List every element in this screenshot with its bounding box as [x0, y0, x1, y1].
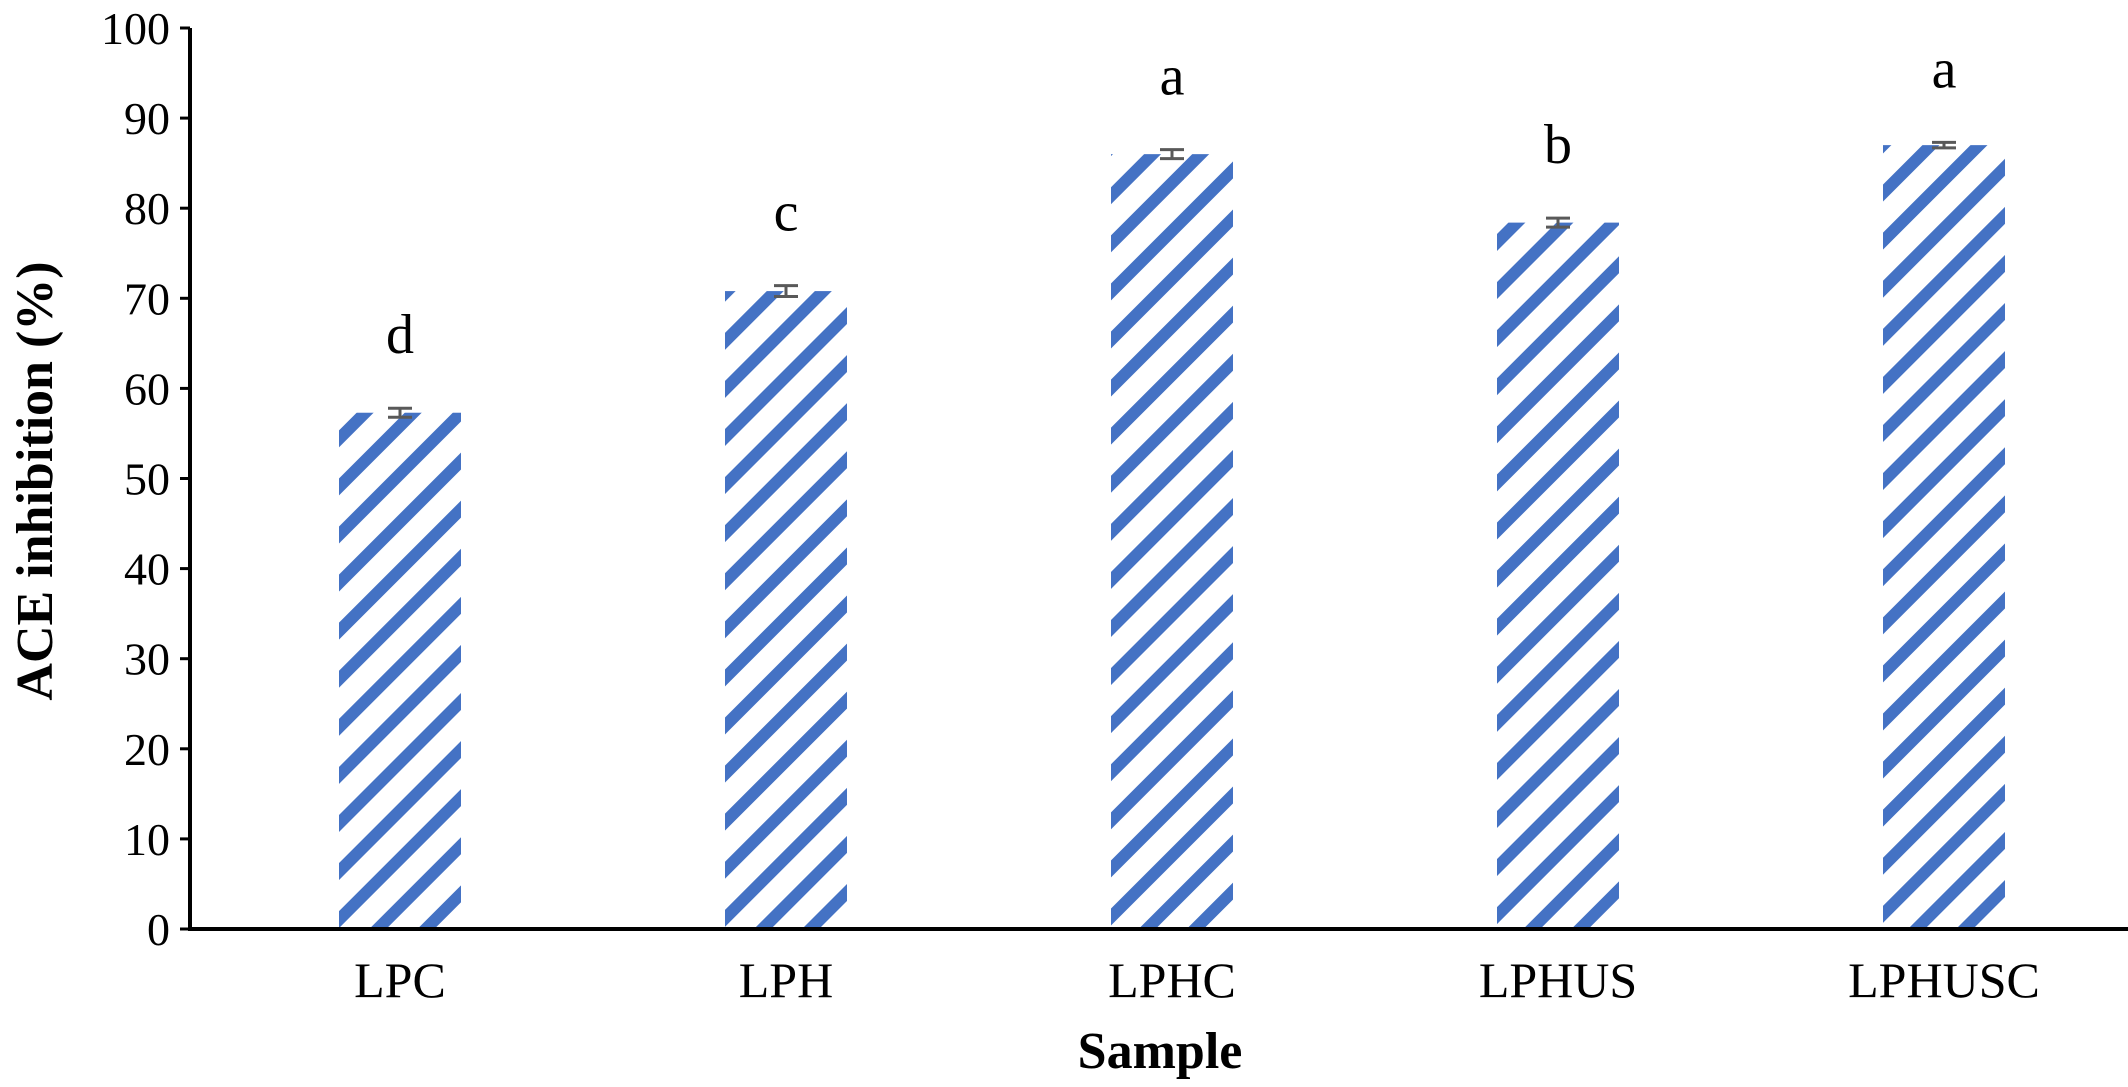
- y-tick-label: 0: [147, 904, 170, 955]
- y-tick-label: 20: [124, 724, 170, 775]
- category-label: LPHC: [1108, 952, 1236, 1008]
- category-label: LPHUSC: [1848, 952, 2040, 1008]
- y-tick-label: 10: [124, 814, 170, 865]
- y-axis-title: ACE inhibition (%): [7, 261, 64, 700]
- y-tick-label: 40: [124, 544, 170, 595]
- y-tick-label: 100: [101, 3, 170, 54]
- x-axis-title: Sample: [1078, 1023, 1243, 1080]
- y-tick-label: 70: [124, 273, 170, 324]
- y-tick-label: 30: [124, 634, 170, 685]
- bars: [339, 140, 2005, 928]
- category-label: LPHUS: [1479, 952, 1637, 1008]
- bar: [725, 291, 847, 927]
- significance-letter: a: [1932, 38, 1957, 100]
- axes: [180, 26, 2128, 931]
- category-label: LPC: [354, 952, 446, 1008]
- bar: [1883, 145, 2005, 927]
- y-tick-label: 50: [124, 454, 170, 505]
- y-tick-label: 80: [124, 183, 170, 234]
- y-tick-label: 60: [124, 363, 170, 414]
- y-tick-label: 90: [124, 93, 170, 144]
- bar: [339, 412, 461, 927]
- significance-letter: c: [774, 182, 799, 244]
- category-label: LPH: [739, 952, 833, 1008]
- labels: 0 10 20 30 40 50 60 70 80 90 100 d LPC c LPH a LPHC b LPHU…: [101, 3, 2040, 1008]
- significance-letter: b: [1544, 114, 1572, 176]
- significance-letter: a: [1160, 46, 1185, 108]
- bar: [1497, 222, 1619, 928]
- bar: [1111, 154, 1233, 927]
- significance-letter: d: [386, 304, 414, 366]
